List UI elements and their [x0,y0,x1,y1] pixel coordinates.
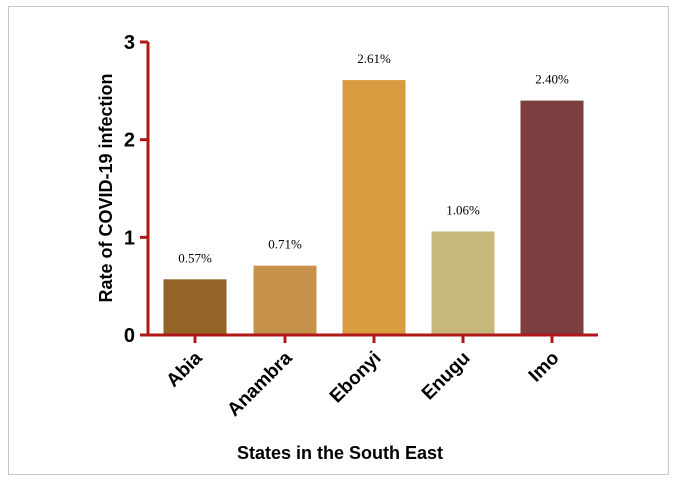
x-tick-label-abia: Abia [163,347,207,391]
bar-enugu [431,231,495,335]
data-label-enugu: 1.06% [446,202,480,217]
x-tick-label-anambra: Anambra [223,347,296,420]
y-ticks-group: 0 1 2 3 [124,32,148,347]
bar-imo [520,100,584,335]
data-label-anambra: 0.71% [268,237,302,252]
bars-group [163,80,584,335]
x-ticks-group: Abia Anambra Ebonyi Enugu Imo [163,335,564,421]
data-label-abia: 0.57% [178,250,212,265]
data-label-imo: 2.40% [535,72,569,87]
bar-ebonyi [342,80,406,335]
data-label-ebonyi: 2.61% [357,51,391,66]
x-tick-label-enugu: Enugu [418,348,475,405]
bar-anambra [253,265,317,335]
x-tick-label-ebonyi: Ebonyi [326,348,386,408]
y-tick-label-1: 1 [124,227,135,249]
x-tick-label-imo: Imo [525,348,564,387]
y-tick-label-3: 3 [124,32,135,54]
y-tick-label-2: 2 [124,130,135,152]
data-labels-group: 0.57% 0.71% 2.61% 1.06% 2.40% [178,51,569,265]
y-axis-title: Rate of COVID-19 infection [96,73,116,302]
x-axis-title: States in the South East [237,443,443,463]
bar-abia [163,279,227,335]
y-tick-label-0: 0 [124,325,135,347]
